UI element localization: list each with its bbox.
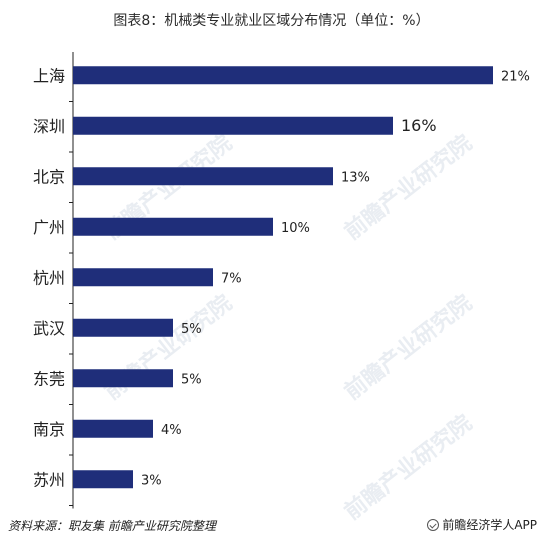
value-label: 5% [181,372,202,387]
bar [73,116,393,135]
bar [73,66,493,85]
chart-title: 图表8：机械类专业就业区域分布情况（单位：%） [113,13,430,29]
bar [73,167,333,186]
category-label: 东莞 [33,369,65,388]
value-label: 3% [141,473,162,488]
value-label: 7% [221,271,242,286]
category-label: 广州 [33,218,65,237]
value-label: 5% [181,322,202,337]
value-label: 13% [341,170,370,185]
bar [73,419,153,438]
source-note: 资料来源：职友集 前瞻产业研究院整理 [8,519,216,533]
brand-credit: 前瞻经济学人APP [427,516,537,533]
bar [73,470,133,489]
brand-logo-icon [427,518,440,531]
brand-name: 前瞻经济学人APP [442,518,537,532]
bar [73,217,273,236]
category-label: 上海 [33,66,65,85]
value-label: 4% [161,423,182,438]
bar [73,318,173,337]
category-label: 南京 [33,420,65,439]
bar [73,268,213,287]
category-label: 北京 [33,167,65,186]
bars-group: 上海 21% 深圳 16% 北京 13% 广州 10% 杭州 7% 武汉 5% 东莞 5% 南京 4% 苏州 3% [33,52,530,509]
category-label: 苏州 [33,470,65,489]
value-label: 16% [401,116,437,135]
bar [73,369,173,388]
category-label: 杭州 [33,268,65,287]
category-label: 武汉 [33,319,65,338]
category-label: 深圳 [33,117,65,136]
value-label: 10% [281,221,310,236]
value-label: 21% [501,69,530,84]
